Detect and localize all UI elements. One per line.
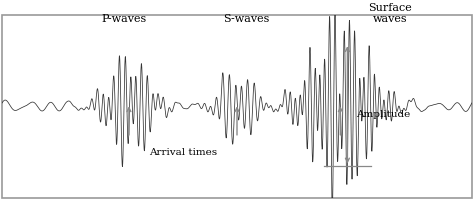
Text: Arrival times: Arrival times [149,147,217,156]
Text: Surface
waves: Surface waves [368,3,411,24]
Text: P-waves: P-waves [101,14,147,24]
Bar [2,16,472,198]
Text: Amplitude: Amplitude [356,109,410,118]
Text: S-waves: S-waves [223,14,270,24]
